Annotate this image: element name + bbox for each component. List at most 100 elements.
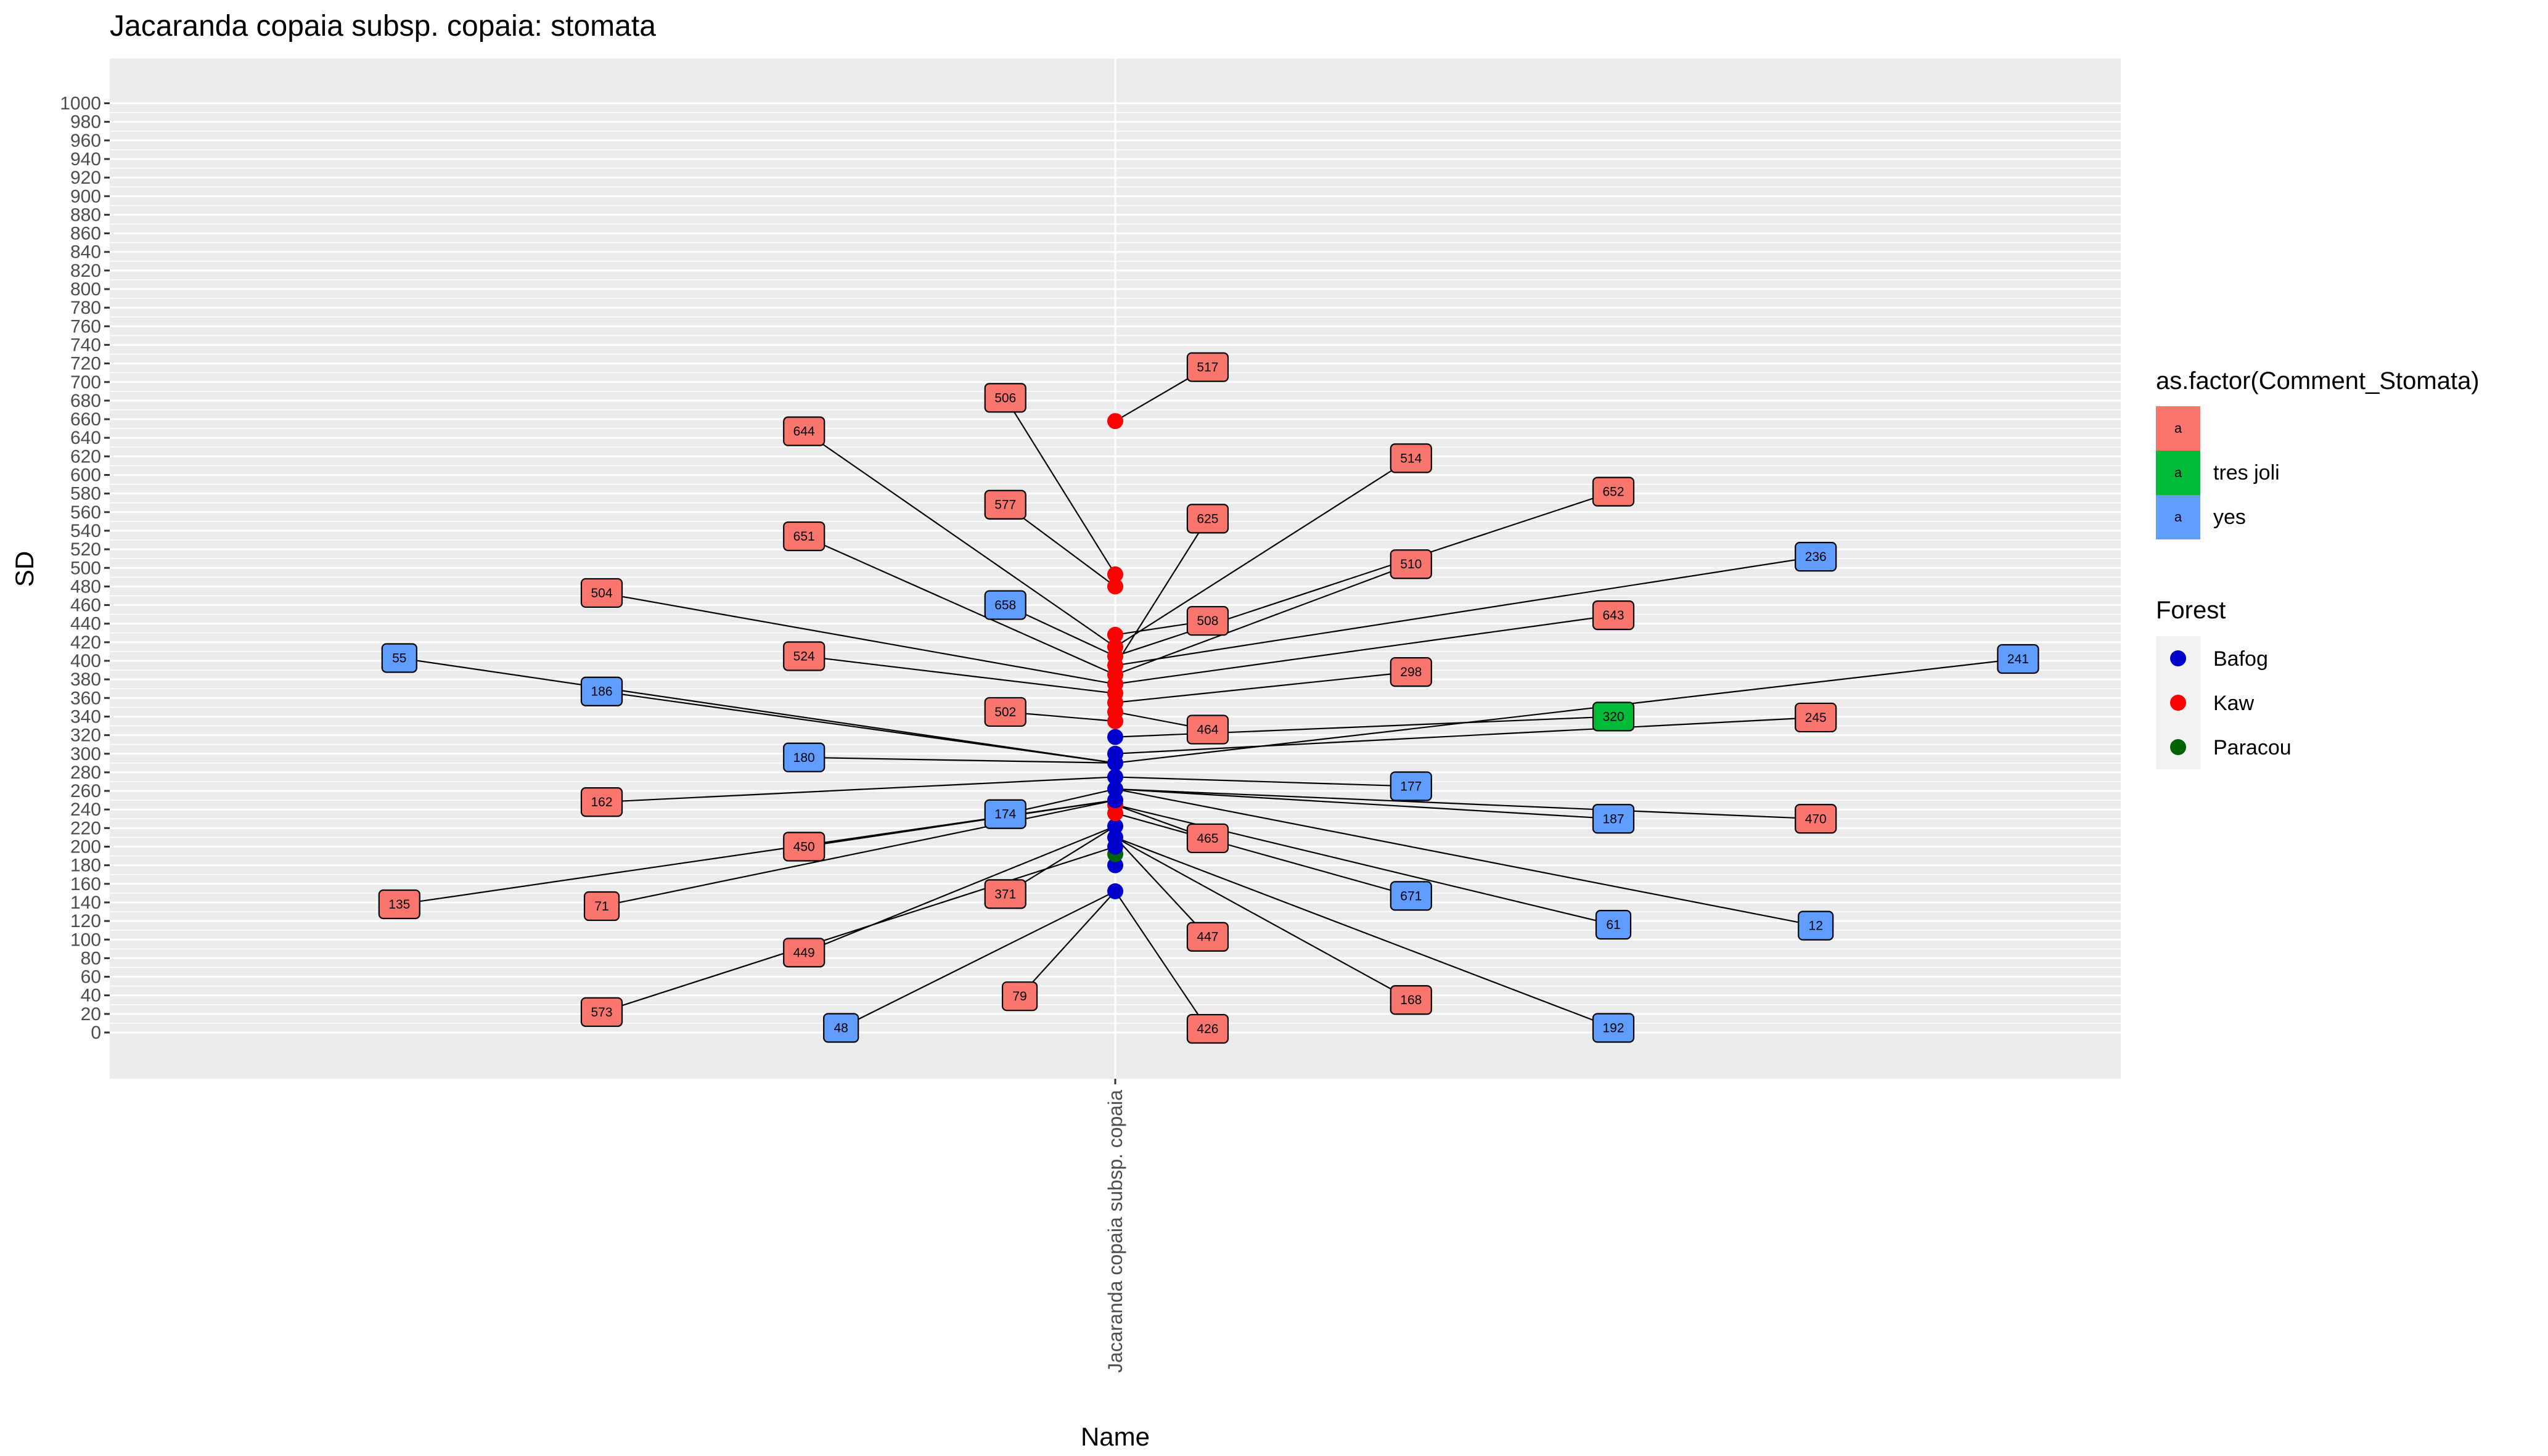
data-label-text: 192 xyxy=(1602,1021,1624,1035)
data-label-box xyxy=(984,879,1026,909)
data-label-box xyxy=(580,578,623,608)
y-tick-label: 560 xyxy=(70,502,101,523)
y-tick-label: 540 xyxy=(70,521,101,541)
data-label: 644 xyxy=(783,416,825,446)
y-tick-label: 920 xyxy=(70,168,101,188)
data-label: 320 xyxy=(1592,701,1635,732)
data-label-text: 186 xyxy=(591,685,612,699)
data-point xyxy=(1107,792,1123,809)
data-label: 447 xyxy=(1186,922,1229,952)
data-label: 55 xyxy=(381,643,417,673)
data-label-text: 671 xyxy=(1400,889,1422,903)
leader-line xyxy=(1115,812,1412,897)
y-tick-label: 380 xyxy=(70,669,101,690)
y-tick-label: 740 xyxy=(70,335,101,355)
data-label-text: 470 xyxy=(1805,812,1827,826)
data-label-box xyxy=(984,799,1026,829)
data-label: 48 xyxy=(823,1013,859,1043)
data-label-text: 502 xyxy=(994,705,1016,719)
data-label-box xyxy=(783,521,825,552)
data-point xyxy=(1107,413,1123,430)
data-label-box xyxy=(580,676,623,706)
data-label: 671 xyxy=(1390,881,1432,911)
data-label-text: 187 xyxy=(1602,812,1624,826)
y-tick-label: 600 xyxy=(70,465,101,486)
y-tick-label: 400 xyxy=(70,651,101,671)
data-label: 186 xyxy=(580,676,623,706)
data-label: 61 xyxy=(1595,910,1632,940)
data-label-text: 177 xyxy=(1400,780,1422,794)
data-label-box xyxy=(1186,714,1229,745)
legend-label: yes xyxy=(2213,505,2246,529)
data-label-box xyxy=(1795,542,1837,572)
leader-line xyxy=(1115,615,1614,685)
data-point xyxy=(1107,626,1123,643)
y-tick-label: 960 xyxy=(70,131,101,151)
data-label: 426 xyxy=(1186,1013,1229,1044)
data-label-text: 241 xyxy=(2007,652,2029,666)
legend-key-glyph: a xyxy=(2174,420,2182,436)
leader-line xyxy=(1115,556,1816,666)
data-label: 504 xyxy=(580,578,623,608)
data-label: 71 xyxy=(583,891,620,922)
legend-key-glyph: a xyxy=(2174,465,2182,480)
y-tick-label: 160 xyxy=(70,874,101,894)
data-point xyxy=(1107,729,1123,745)
data-label: 508 xyxy=(1186,606,1229,636)
data-label-text: 79 xyxy=(1012,989,1026,1004)
data-label-text: 71 xyxy=(594,899,608,914)
leader-line xyxy=(601,800,1116,907)
leader-line xyxy=(1115,836,1208,938)
data-label-box xyxy=(783,416,825,446)
y-tick-label: 580 xyxy=(70,484,101,504)
data-label-box xyxy=(783,938,825,968)
data-label-text: 644 xyxy=(793,425,815,439)
data-label-text: 504 xyxy=(591,586,612,600)
data-label-text: 449 xyxy=(793,946,815,960)
leader-line xyxy=(803,535,1116,676)
data-point xyxy=(1107,566,1123,583)
data-label-box xyxy=(1592,1013,1635,1043)
data-label-text: 506 xyxy=(994,391,1016,405)
y-tick-label: 180 xyxy=(70,856,101,876)
y-tick-label: 100 xyxy=(70,930,101,950)
data-label-box xyxy=(783,832,825,862)
data-label-box xyxy=(1390,656,1432,687)
y-tick-label: 460 xyxy=(70,595,101,616)
data-label-text: 508 xyxy=(1197,614,1218,628)
data-label: 514 xyxy=(1390,443,1432,473)
data-label-text: 61 xyxy=(1606,918,1620,932)
legend-label: Bafog xyxy=(2213,647,2268,671)
y-tick-label: 0 xyxy=(91,1023,101,1043)
data-label-text: 298 xyxy=(1400,665,1422,679)
leader-line xyxy=(804,756,1116,764)
data-label-text: 658 xyxy=(994,599,1016,613)
y-tick-label: 700 xyxy=(70,372,101,393)
data-label: 625 xyxy=(1186,504,1229,534)
data-label: 12 xyxy=(1798,910,1834,941)
data-label: 658 xyxy=(984,590,1026,620)
y-tick-label: 800 xyxy=(70,279,101,300)
y-tick-label: 880 xyxy=(70,205,101,225)
y-tick-label: 200 xyxy=(70,837,101,857)
data-label: 464 xyxy=(1186,714,1229,745)
data-point xyxy=(1107,829,1123,846)
data-label-text: 55 xyxy=(392,651,406,665)
data-label-text: 180 xyxy=(793,751,815,765)
data-label: 162 xyxy=(580,787,623,817)
data-label: 79 xyxy=(1001,981,1038,1012)
leader-line xyxy=(1115,457,1412,648)
y-tick-label: 760 xyxy=(70,316,101,337)
data-point xyxy=(1107,639,1123,655)
data-label: 168 xyxy=(1390,985,1432,1015)
leader-line xyxy=(601,776,1116,803)
data-label: 449 xyxy=(783,938,825,968)
leader-line xyxy=(803,825,1116,954)
data-label-box xyxy=(1390,881,1432,911)
legend-key xyxy=(2156,495,2200,539)
data-label-box xyxy=(1592,600,1635,631)
y-tick-label: 840 xyxy=(70,242,101,263)
data-label: 180 xyxy=(783,742,825,772)
y-tick-label: 360 xyxy=(70,688,101,708)
